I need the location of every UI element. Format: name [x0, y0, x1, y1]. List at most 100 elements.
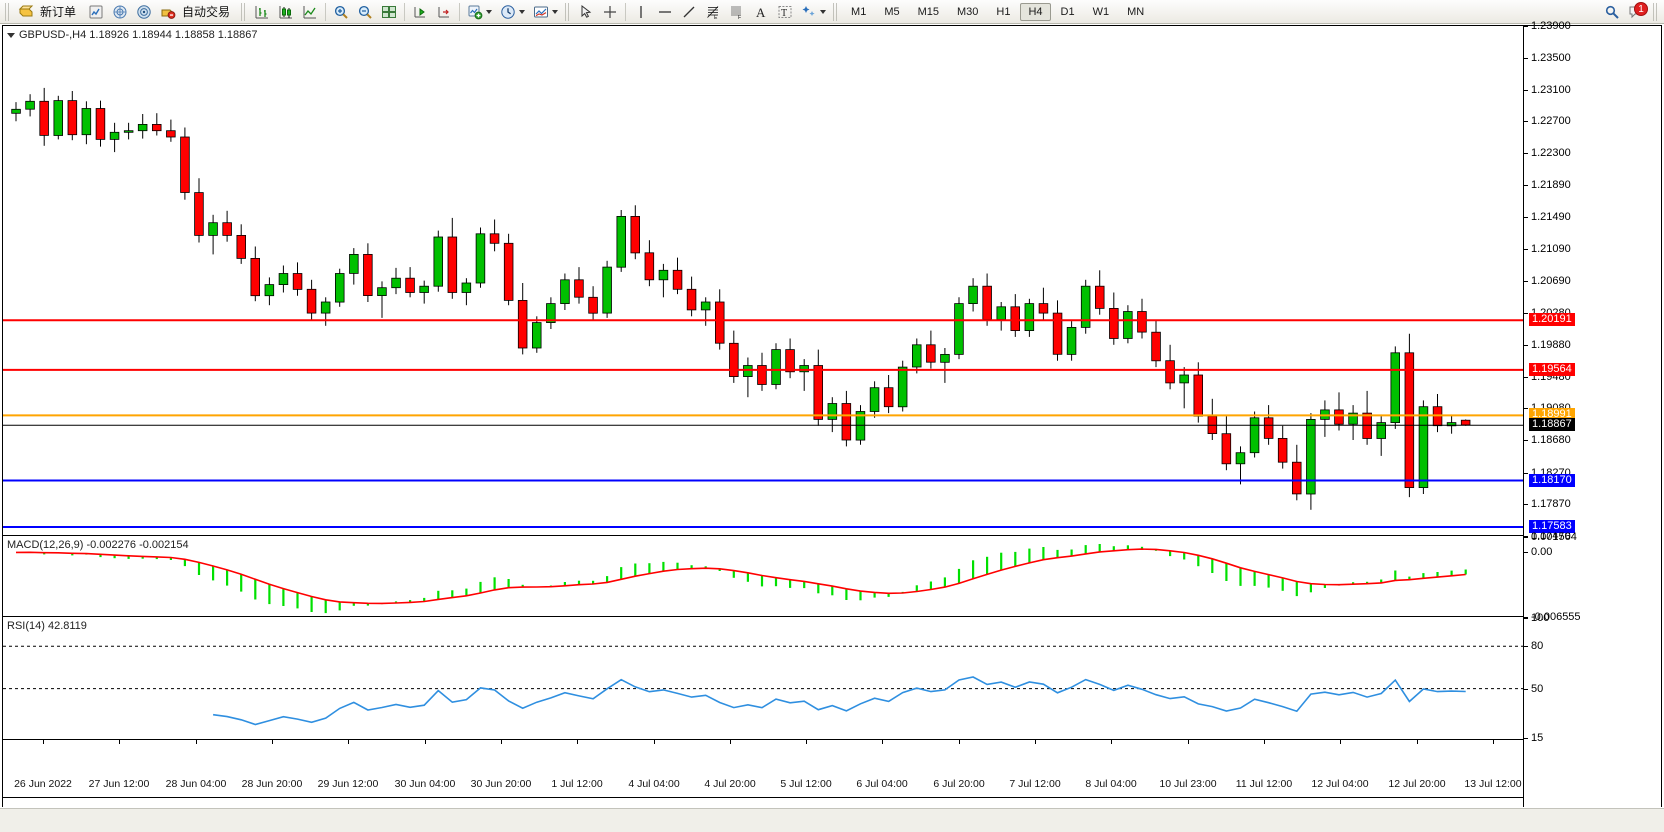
notifications-button[interactable]: 1 — [1625, 1, 1649, 22]
toolbar-grip-2[interactable] — [241, 2, 248, 21]
time-axis-label: 29 Jun 12:00 — [317, 778, 379, 790]
candlestick-chart-icon — [278, 4, 294, 20]
candlestick-chart-button[interactable] — [275, 2, 297, 22]
toolbar-grip-4[interactable] — [833, 2, 840, 21]
toolbar-grip-3[interactable] — [565, 2, 572, 21]
time-axis-label: 4 Jul 04:00 — [628, 778, 680, 790]
auto-scroll-button[interactable] — [409, 2, 431, 22]
price-tick-label: 1.23500 — [1531, 51, 1571, 64]
fibonacci-button[interactable]: E — [702, 2, 724, 22]
zoom-out-button[interactable] — [354, 2, 376, 22]
crosshair-button[interactable] — [599, 2, 621, 22]
search-button[interactable] — [1601, 2, 1623, 22]
price-plot — [3, 87, 1523, 528]
main-toolbar: 新订单 — [0, 0, 1664, 24]
text-label-button[interactable]: A — [750, 2, 772, 22]
new-order-button[interactable]: 新订单 — [15, 2, 83, 22]
periods-icon — [500, 4, 516, 20]
toolbar-grip-5[interactable] — [1653, 2, 1659, 21]
rsi-plot — [3, 645, 1523, 726]
timeframe-m30[interactable]: M30 — [957, 5, 979, 18]
line-chart-icon — [302, 4, 318, 20]
chart-shift-button[interactable] — [433, 2, 455, 22]
horizontal-lines — [3, 319, 1523, 528]
time-axis[interactable]: 26 Jun 2022 27 Jun 12:00 28 Jun 04:00 28 Ju… — [3, 739, 1523, 807]
status-bar — [0, 808, 1664, 832]
toolbar-grip[interactable] — [5, 2, 11, 21]
price-tag-resistance: 1.20191 — [1529, 313, 1575, 327]
new-order-icon — [18, 4, 34, 20]
time-axis-label: 12 Jul 04:00 — [1311, 778, 1369, 790]
timeframe-m5[interactable]: M5 — [884, 5, 900, 18]
macd-plot — [15, 544, 1467, 614]
chart-menu-caret-icon[interactable] — [7, 32, 15, 38]
templates-icon — [533, 4, 549, 20]
navigator-button[interactable] — [133, 2, 155, 22]
svg-text:F: F — [738, 15, 741, 20]
indicators-button[interactable] — [464, 2, 495, 22]
trendline-button[interactable] — [678, 2, 700, 22]
timeframe-h1[interactable]: H1 — [996, 5, 1011, 18]
horizontal-line-button[interactable] — [654, 2, 676, 22]
bar-chart-button[interactable] — [251, 2, 273, 22]
price-tick-label: 1.20280 — [1531, 308, 1571, 319]
time-axis-label: 28 Jun 04:00 — [165, 778, 227, 790]
equidistant-channel-icon: F — [729, 4, 745, 20]
indicators-chevron-down-icon[interactable] — [486, 9, 493, 14]
text-box-button[interactable]: T — [774, 2, 796, 22]
tile-windows-button[interactable] — [378, 2, 400, 22]
equidistant-channel-button[interactable]: F — [726, 2, 748, 22]
price-tick-label: 1.18680 — [1531, 434, 1571, 446]
line-chart-button[interactable] — [299, 2, 321, 22]
price-tag-support: 1.18170 — [1529, 473, 1575, 487]
templates-button[interactable] — [530, 2, 561, 22]
text-label-icon: A — [753, 4, 769, 20]
tile-windows-icon — [381, 4, 397, 20]
macd-tick-label: 0.00 — [1531, 546, 1553, 559]
timeframe-d1[interactable]: D1 — [1060, 5, 1075, 18]
periods-button[interactable] — [497, 2, 528, 22]
vertical-line-button[interactable] — [630, 2, 652, 22]
timeframe-m15[interactable]: M15 — [917, 5, 939, 18]
price-tick-label: 1.19080 — [1531, 403, 1571, 414]
timeframe-w1[interactable]: W1 — [1092, 5, 1110, 18]
time-axis-label: 13 Jul 12:00 — [1464, 778, 1522, 790]
periods-chevron-down-icon[interactable] — [519, 9, 526, 14]
rsi-pane[interactable]: RSI(14) 42.8119 — [3, 618, 1523, 738]
charts-button[interactable] — [85, 2, 107, 22]
crosshair-icon — [602, 4, 618, 20]
objects-button[interactable] — [798, 2, 829, 22]
rsi-line — [212, 676, 1466, 726]
timeframe-h4[interactable]: H4 — [1020, 2, 1051, 21]
macd-tick-label: 0.001564 — [1531, 531, 1577, 543]
time-axis-label: 5 Jul 12:00 — [780, 778, 832, 790]
svg-text:T: T — [781, 8, 787, 19]
timeframe-mn[interactable]: MN — [1127, 5, 1145, 18]
zoom-in-button[interactable] — [330, 2, 352, 22]
cursor-button[interactable] — [575, 2, 597, 22]
charts-icon — [88, 4, 104, 20]
macd-label: MACD(12,26,9) -0.002276 -0.002154 — [7, 539, 189, 551]
price-tag-pivot: 1.18991 — [1529, 408, 1575, 422]
price-tick-label: 1.20690 — [1531, 274, 1571, 287]
svg-text:A: A — [756, 5, 766, 20]
time-axis-label: 7 Jul 12:00 — [1009, 778, 1061, 790]
chart-window[interactable]: GBPUSD-,H4 1.18926 1.18944 1.18858 1.188… — [2, 21, 1662, 807]
market-watch-icon — [112, 4, 128, 20]
market-watch-button[interactable] — [109, 2, 131, 22]
new-order-label: 新订单 — [40, 5, 77, 19]
objects-chevron-down-icon[interactable] — [820, 9, 827, 14]
auto-trading-button[interactable]: 自动交易 — [157, 2, 237, 22]
time-axis-label: 26 Jun 2022 — [14, 778, 72, 790]
rsi-tick-label: 100 — [1531, 612, 1550, 624]
toolbar-separator-3 — [459, 2, 461, 21]
templates-chevron-down-icon[interactable] — [552, 9, 559, 14]
timeframe-m1[interactable]: M1 — [851, 5, 867, 18]
price-tick-label: 1.18270 — [1531, 466, 1571, 479]
price-pane[interactable]: GBPUSD-,H4 1.18926 1.18944 1.18858 1.188… — [3, 26, 1523, 536]
indicators-icon — [467, 4, 483, 20]
chart-symbol-header[interactable]: GBPUSD-,H4 1.18926 1.18944 1.18858 1.188… — [7, 29, 258, 41]
macd-pane[interactable]: MACD(12,26,9) -0.002276 -0.002154 — [3, 537, 1523, 617]
price-scale[interactable]: 1.23900 1.23500 1.23100 1.22700 1.22300 1.218… — [1523, 21, 1661, 807]
